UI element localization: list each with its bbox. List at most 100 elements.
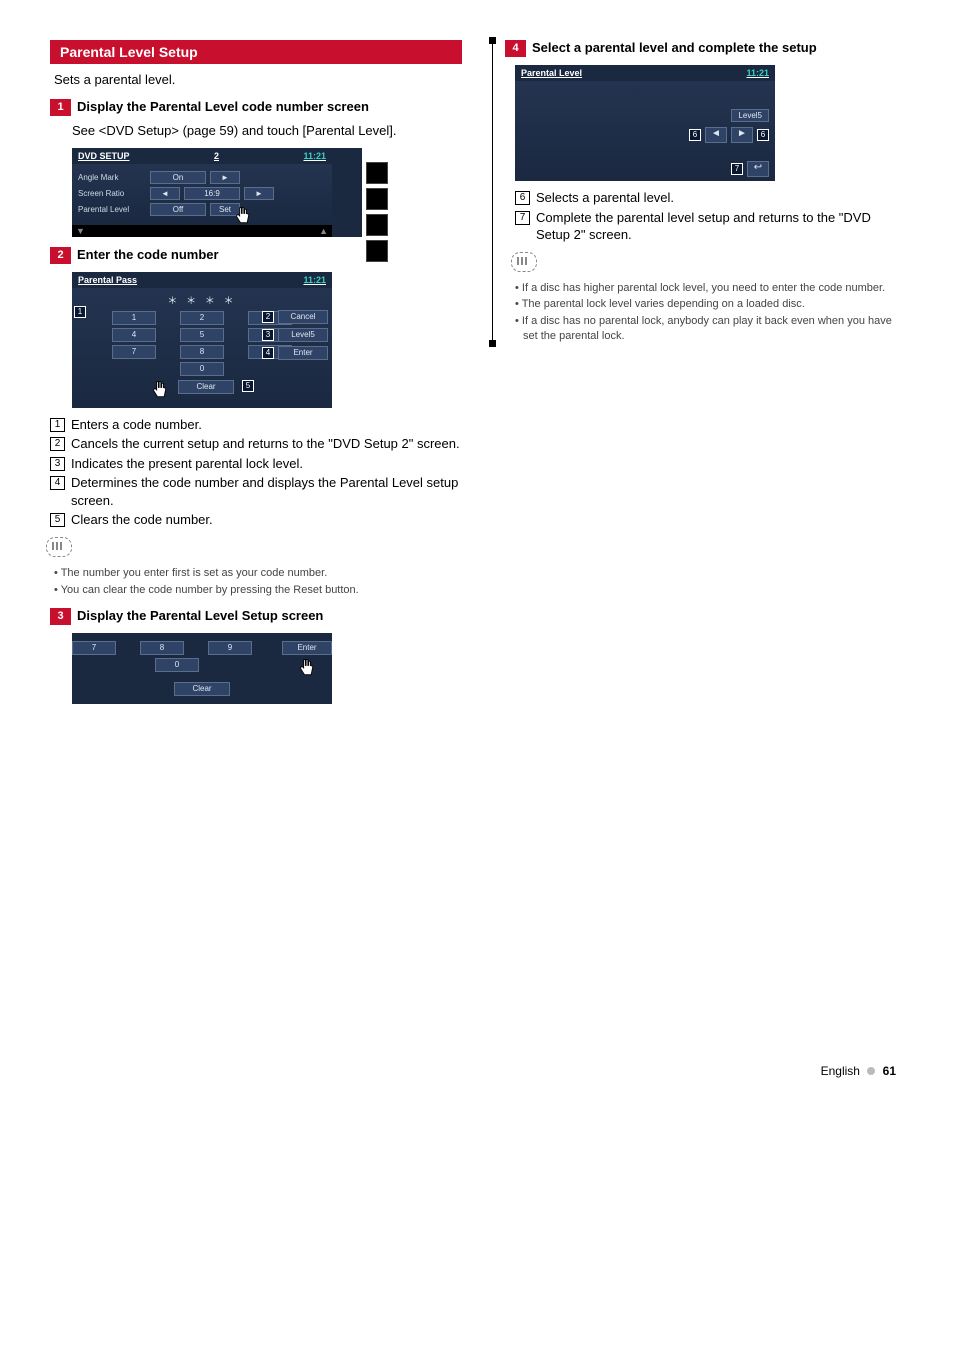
step3-number: 3 — [50, 608, 71, 625]
info-icon — [511, 252, 537, 272]
step2-number: 2 — [50, 247, 71, 264]
step1-heading: Display the Parental Level code number s… — [77, 99, 369, 116]
clear-button[interactable]: Clear — [174, 682, 230, 696]
scr4-title: Parental Level — [521, 68, 582, 78]
cancel-button[interactable]: Cancel — [278, 310, 328, 324]
key-8[interactable]: 8 — [140, 641, 184, 655]
step2-tiny-notes: • The number you enter first is set as y… — [54, 566, 462, 598]
callout-1: 1 — [74, 306, 86, 318]
arrow-left-icon[interactable]: ◄ — [705, 127, 727, 143]
callout-6b: 6 — [757, 129, 769, 141]
row-parental-btn[interactable]: Off — [150, 203, 206, 216]
info-icon — [46, 537, 72, 557]
step4-screenshot: Parental Level 11:21 Level5 6 ◄ ► 6 — [515, 65, 775, 181]
scr2-time: 11:21 — [303, 275, 326, 285]
footer-lang: English — [821, 1064, 860, 1078]
side-icon[interactable] — [366, 214, 388, 236]
footer-page: 61 — [883, 1064, 896, 1078]
step1-body: See <DVD Setup> (page 59) and touch [Par… — [72, 122, 462, 140]
pass-stars: ＊ ＊ ＊ ＊ — [78, 292, 326, 307]
note-text: Clears the code number. — [71, 511, 213, 529]
scr1-time: 11:21 — [303, 151, 326, 161]
key-0[interactable]: 0 — [155, 658, 199, 672]
row-ratio-label: Screen Ratio — [78, 189, 146, 198]
scr2-title: Parental Pass — [78, 275, 137, 285]
key-7[interactable]: 7 — [112, 345, 156, 359]
step4-tiny-notes: • If a disc has higher parental lock lev… — [515, 281, 904, 344]
row-angle-label: Angle Mark — [78, 173, 146, 182]
tiny-note: • You can clear the code number by press… — [54, 583, 462, 598]
row-angle-btn[interactable]: On — [150, 171, 206, 184]
tiny-note: • The number you enter first is set as y… — [54, 566, 462, 581]
scr4-time: 11:21 — [746, 68, 769, 78]
scr1-title: DVD SETUP — [78, 151, 130, 161]
callout-7: 7 — [731, 163, 743, 175]
note-num: 2 — [50, 437, 65, 451]
step2-notes: 1 Enters a code number. 2 Cancels the curr… — [50, 416, 462, 529]
callout-3: 3 — [262, 329, 274, 341]
step3-screenshot: 7 8 9 Enter 0 Clear — [72, 633, 332, 704]
key-7[interactable]: 7 — [72, 641, 116, 655]
row-ratio-btn[interactable]: 16:9 — [184, 187, 240, 200]
tiny-note: • If a disc has higher parental lock lev… — [515, 281, 904, 296]
step1-screenshot: DVD SETUP 2 11:21 Angle Mark On ► Screen… — [72, 148, 362, 237]
step4-notes: 6 Selects a parental level. 7 Complete the… — [515, 189, 904, 244]
dot-icon — [867, 1067, 875, 1075]
note-num: 1 — [50, 418, 65, 432]
key-1[interactable]: 1 — [112, 311, 156, 325]
key-2[interactable]: 2 — [180, 311, 224, 325]
note-num: 7 — [515, 211, 530, 225]
key-8[interactable]: 8 — [180, 345, 224, 359]
tiny-note: • The parental lock level varies dependi… — [515, 297, 904, 312]
arrow-right-icon[interactable]: ► — [244, 187, 274, 200]
step4-number: 4 — [505, 40, 526, 57]
callout-2: 2 — [262, 311, 274, 323]
row-parental-label: Parental Level — [78, 205, 146, 214]
page-footer: English 61 — [50, 1064, 904, 1078]
subtitle: Sets a parental level. — [54, 72, 458, 87]
step4-heading: Select a parental level and complete the… — [532, 40, 817, 57]
note-num: 3 — [50, 457, 65, 471]
note-text: Cancels the current setup and returns to… — [71, 435, 460, 453]
callout-5: 5 — [242, 380, 254, 392]
note-text: Indicates the present parental lock leve… — [71, 455, 303, 473]
side-icon[interactable] — [366, 240, 388, 262]
hand-icon — [233, 206, 253, 226]
scroll-down-icon[interactable]: ▼ — [76, 226, 85, 236]
step3-heading: Display the Parental Level Setup screen — [77, 608, 323, 625]
step2-heading: Enter the code number — [77, 247, 219, 264]
step1-number: 1 — [50, 99, 71, 116]
callout-4: 4 — [262, 347, 274, 359]
note-num: 6 — [515, 191, 530, 205]
key-5[interactable]: 5 — [180, 328, 224, 342]
clear-button[interactable]: Clear — [178, 380, 234, 394]
note-text: Selects a parental level. — [536, 189, 674, 207]
key-9[interactable]: 9 — [208, 641, 252, 655]
enter-button[interactable]: Enter — [278, 346, 328, 360]
note-num: 4 — [50, 476, 65, 490]
enter-button[interactable]: Enter — [282, 641, 332, 655]
callout-6: 6 — [689, 129, 701, 141]
note-num: 5 — [50, 513, 65, 527]
tiny-note: • If a disc has no parental lock, anybod… — [515, 314, 904, 344]
side-icon[interactable] — [366, 188, 388, 210]
hand-icon — [150, 380, 170, 400]
note-text: Determines the code number and displays … — [71, 474, 462, 509]
note-text: Complete the parental level setup and re… — [536, 209, 904, 244]
arrow-left-icon[interactable]: ◄ — [150, 187, 180, 200]
set-btn[interactable]: Set — [210, 203, 240, 216]
level-indicator: Level5 — [278, 328, 328, 342]
scroll-up-icon[interactable]: ▲ — [319, 226, 328, 236]
key-4[interactable]: 4 — [112, 328, 156, 342]
return-icon[interactable]: ↩ — [747, 161, 769, 177]
arrow-right-icon[interactable]: ► — [731, 127, 753, 143]
note-text: Enters a code number. — [71, 416, 202, 434]
level5-label: Level5 — [731, 109, 769, 122]
step2-screenshot: Parental Pass 11:21 1 ＊ ＊ ＊ ＊ 1 2 3 4 — [72, 272, 332, 408]
scr1-mid: 2 — [214, 151, 219, 161]
key-0[interactable]: 0 — [180, 362, 224, 376]
section-title: Parental Level Setup — [50, 40, 462, 64]
arrow-right-icon[interactable]: ► — [210, 171, 240, 184]
side-icon[interactable] — [366, 162, 388, 184]
hand-icon — [297, 658, 317, 678]
